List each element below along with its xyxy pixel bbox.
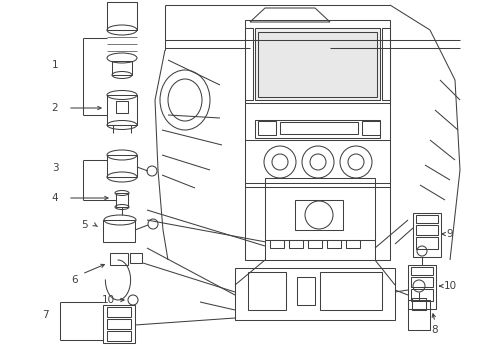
Bar [107,95,137,125]
Bar [361,121,379,135]
Bar [288,240,303,248]
Bar [346,240,359,248]
Bar [415,237,437,249]
Bar [116,193,128,207]
Bar [296,277,314,305]
Bar [381,28,389,100]
Bar [307,240,321,248]
Bar [112,61,132,75]
Bar [103,305,135,343]
Bar [103,220,135,242]
Text: 5: 5 [81,220,88,230]
Bar [326,240,340,248]
Bar [107,155,137,177]
Bar [258,32,376,97]
Bar [280,122,357,134]
Bar [407,300,429,330]
Bar [264,178,374,240]
Text: 1: 1 [52,60,58,70]
Bar [258,121,275,135]
Text: 9: 9 [446,229,452,239]
Bar [269,240,284,248]
Bar [107,2,137,30]
Bar [116,101,128,113]
Text: 6: 6 [72,275,78,285]
Bar [247,272,285,310]
Bar [412,213,440,257]
Text: 10: 10 [101,295,114,305]
Bar [107,319,131,329]
Bar [107,307,131,317]
Bar [410,277,432,287]
Bar [410,289,432,301]
Text: 8: 8 [431,325,437,335]
Bar [110,253,128,265]
Bar [294,200,342,230]
Bar [244,28,252,100]
Text: 2: 2 [52,103,58,113]
Bar [130,253,142,263]
Bar [415,225,437,235]
Bar [410,267,432,275]
Bar [107,331,131,341]
Bar [244,20,389,260]
Text: 7: 7 [41,310,48,320]
Text: 4: 4 [52,193,58,203]
Text: 10: 10 [443,281,456,291]
Bar [415,215,437,223]
Bar [254,120,379,138]
Text: 3: 3 [52,163,58,173]
Bar [407,265,435,309]
Bar [411,298,425,310]
Bar [254,28,379,100]
Bar [319,272,381,310]
Bar [235,268,394,320]
